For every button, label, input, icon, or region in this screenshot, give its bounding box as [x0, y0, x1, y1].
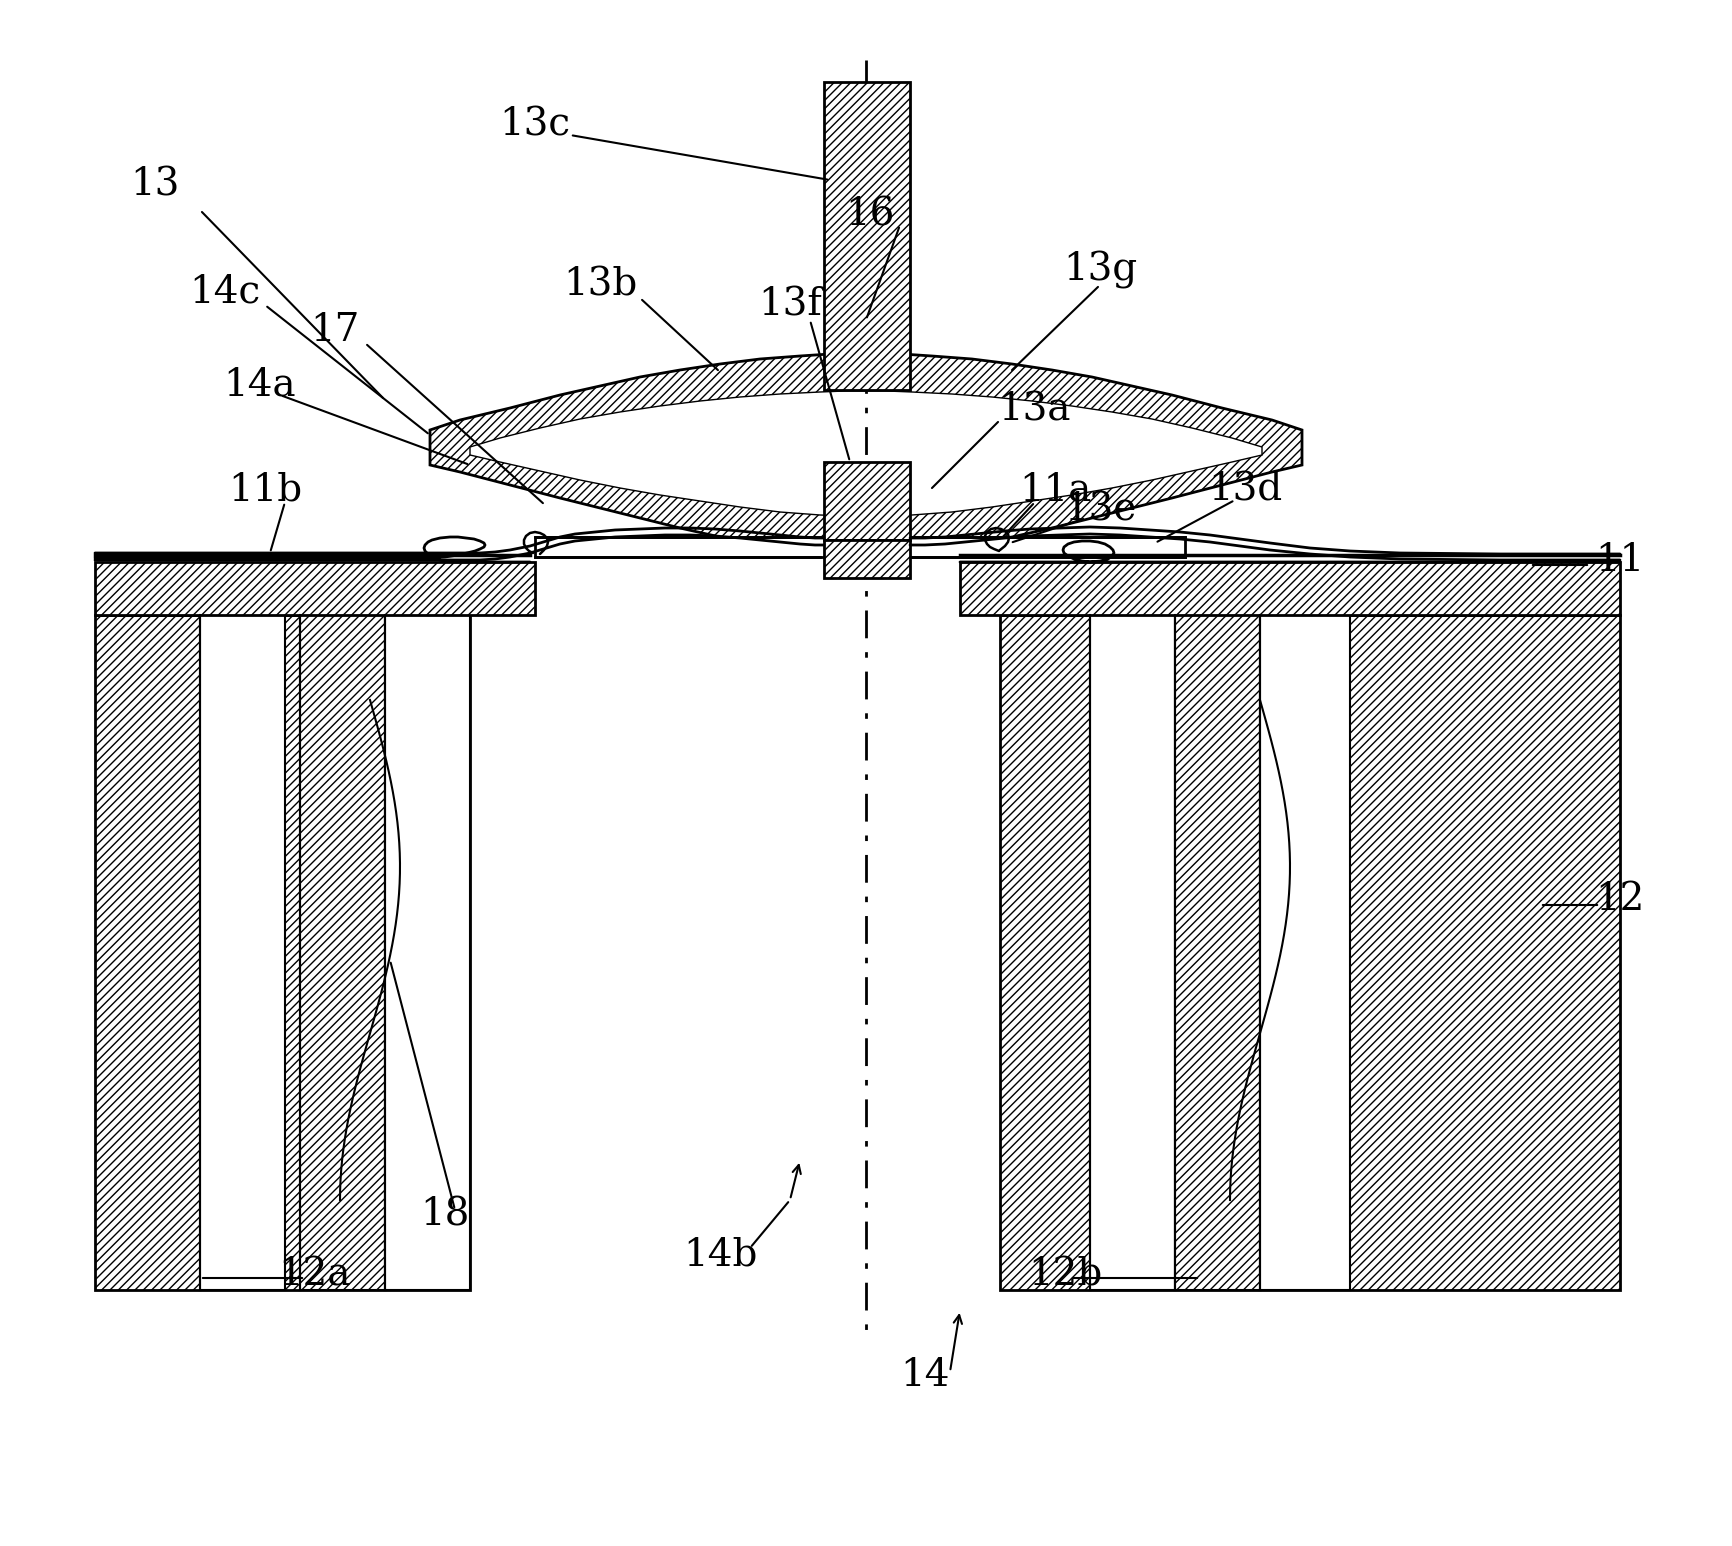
- Polygon shape: [430, 352, 1301, 550]
- Bar: [1259, 615, 1349, 1289]
- Text: 13b: 13b: [563, 266, 637, 303]
- Text: 18: 18: [421, 1197, 469, 1234]
- Text: 14: 14: [899, 1356, 949, 1393]
- Text: 16: 16: [845, 196, 894, 233]
- Polygon shape: [469, 391, 1261, 516]
- Text: 13f: 13f: [757, 286, 821, 323]
- Text: 14a: 14a: [223, 366, 296, 404]
- Text: 13e: 13e: [1063, 492, 1136, 529]
- Bar: [535, 536, 1185, 557]
- Text: 13d: 13d: [1207, 472, 1282, 509]
- Text: 12b: 12b: [1027, 1257, 1102, 1294]
- Text: 13: 13: [130, 167, 180, 204]
- Bar: [1174, 615, 1259, 1289]
- Bar: [1089, 615, 1174, 1289]
- Bar: [300, 615, 385, 1289]
- Bar: [823, 82, 909, 390]
- Bar: [385, 615, 469, 1289]
- Text: 12a: 12a: [279, 1257, 352, 1294]
- Text: 11: 11: [1595, 541, 1644, 578]
- Bar: [95, 615, 469, 1289]
- Bar: [95, 563, 535, 615]
- Text: 11b: 11b: [229, 472, 301, 509]
- Bar: [823, 540, 909, 578]
- Text: 17: 17: [310, 311, 360, 348]
- Bar: [999, 615, 1619, 1289]
- Bar: [199, 615, 284, 1289]
- Bar: [960, 563, 1619, 615]
- Text: 13a: 13a: [998, 391, 1070, 428]
- Text: 12: 12: [1595, 881, 1644, 918]
- Text: 14b: 14b: [682, 1237, 757, 1274]
- Text: 13c: 13c: [499, 107, 570, 144]
- Text: 13g: 13g: [1062, 250, 1136, 289]
- Bar: [823, 462, 909, 540]
- Text: 11a: 11a: [1018, 472, 1091, 509]
- Text: 14c: 14c: [189, 274, 260, 311]
